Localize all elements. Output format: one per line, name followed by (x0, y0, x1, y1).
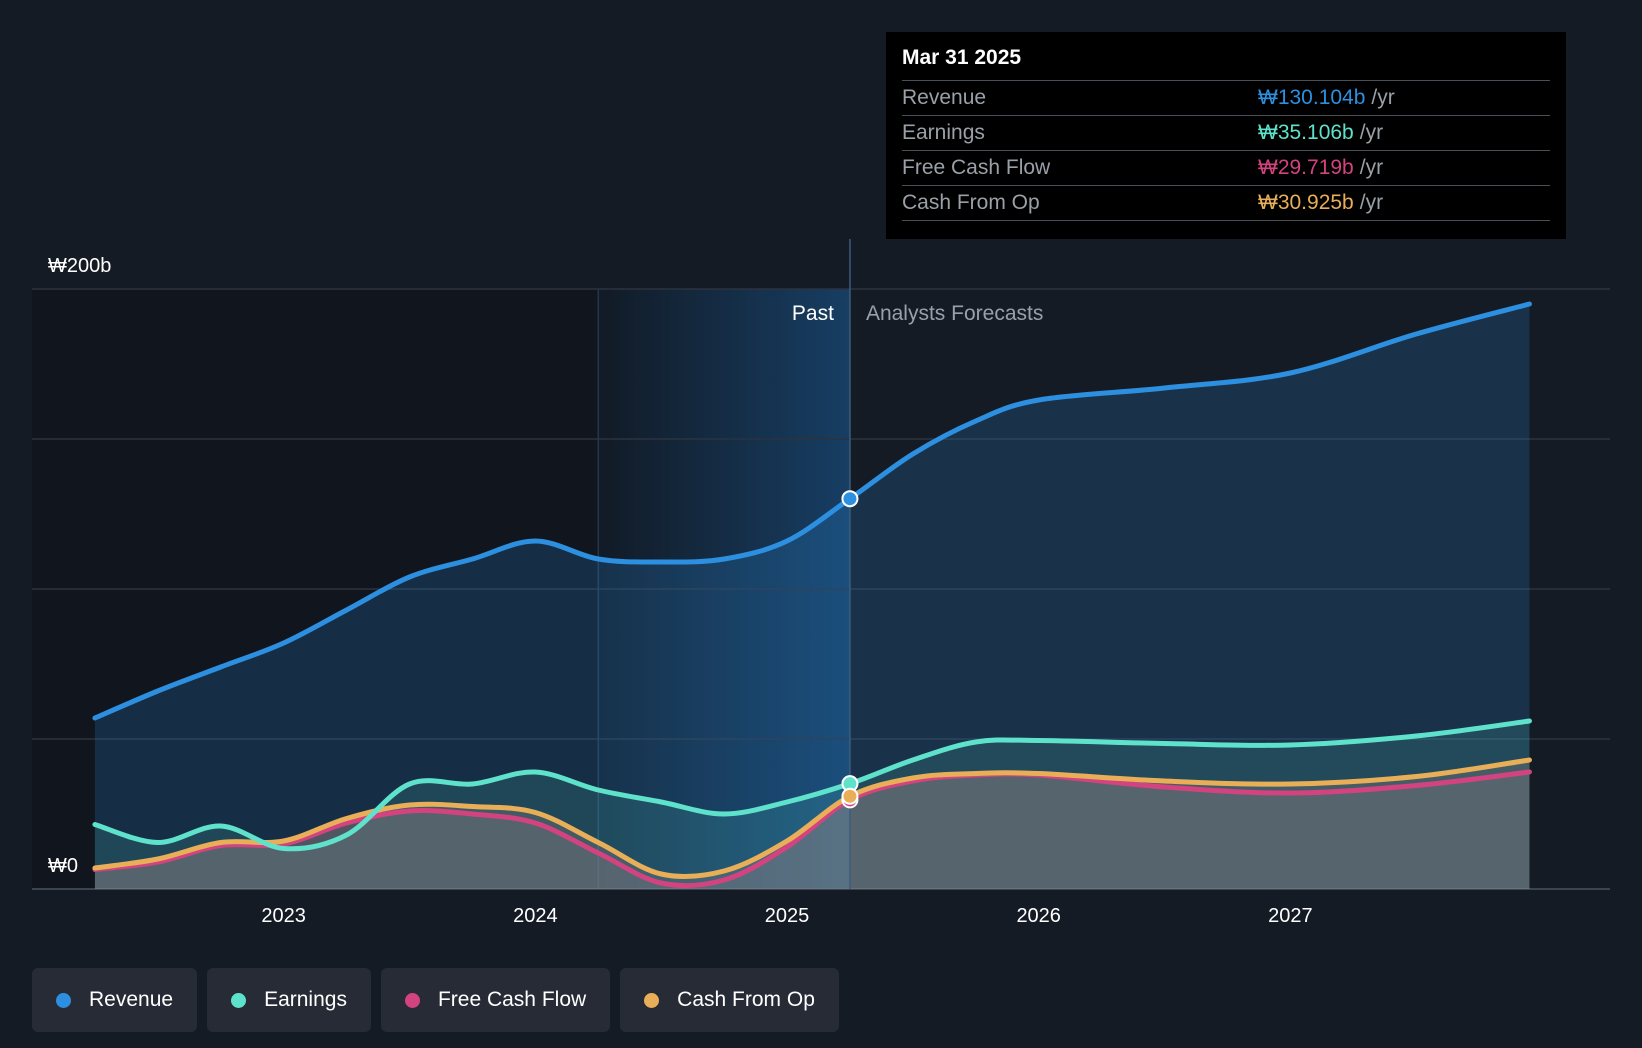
gridlines (32, 288, 1610, 890)
legend: Revenue Earnings Free Cash Flow Cash From O… (32, 968, 839, 1032)
y-axis-bottom-label: ₩0 (48, 855, 78, 877)
x-tick-2024: 2024 (513, 905, 558, 927)
revenue-marker (841, 490, 859, 508)
legend-item-revenue[interactable]: Revenue (32, 968, 198, 1032)
tooltip-row-earnings: Earnings ₩35.106b/yr (902, 115, 1550, 150)
tooltip: Mar 31 2025 Revenue ₩130.104b/yr Earnings ₩… (886, 32, 1566, 239)
legend-item-free-cash-flow[interactable]: Free Cash Flow (380, 968, 611, 1032)
legend-label: Earnings (264, 988, 347, 1011)
revenue-line (92, 301, 1532, 721)
x-tick-2025: 2025 (765, 905, 810, 927)
tooltip-label: Free Cash Flow (902, 156, 1051, 179)
legend-item-earnings[interactable]: Earnings (207, 968, 371, 1032)
free-cash-flow-line (92, 769, 1532, 889)
series-lines (92, 301, 1532, 889)
legend-dot-icon (404, 992, 420, 1008)
tooltip-value: ₩35.106b (1258, 121, 1354, 144)
tooltip-unit: /yr (1371, 86, 1395, 109)
tooltip-unit: /yr (1359, 191, 1384, 214)
legend-item-cash-from-op[interactable]: Cash From Op (620, 968, 839, 1032)
cash-from-op-line (92, 757, 1532, 880)
earnings-line (92, 718, 1532, 852)
tooltip-value: ₩30.925b (1258, 191, 1354, 214)
x-tick-2027: 2027 (1268, 905, 1313, 927)
tooltip-value: ₩29.719b (1258, 156, 1354, 179)
tooltip-label: Earnings (902, 121, 985, 144)
tooltip-row-free-cash-flow: Free Cash Flow ₩29.719b/yr (902, 150, 1550, 185)
hover-markers (841, 490, 859, 809)
cash-from-op-marker (841, 787, 859, 805)
tooltip-label: Cash From Op (902, 191, 1040, 214)
y-axis-top-label: ₩200b (48, 255, 111, 277)
earnings-area (94, 721, 1530, 889)
legend-dot-icon (644, 992, 660, 1008)
past-label: Past (792, 302, 834, 325)
legend-label: Free Cash Flow (437, 988, 587, 1011)
tooltip-date: Mar 31 2025 (902, 46, 1022, 69)
tooltip-unit: /yr (1359, 156, 1384, 179)
x-axis-ticks: 2023 2024 2025 2026 2027 (261, 905, 1312, 927)
legend-label: Revenue (89, 988, 174, 1011)
tooltip-value: ₩130.104b (1258, 86, 1366, 109)
tooltip-unit: /yr (1359, 121, 1384, 144)
forecast-label: Analysts Forecasts (866, 302, 1043, 325)
legend-dot-icon (56, 992, 71, 1008)
tooltip-row-revenue: Revenue ₩130.104b/yr (902, 80, 1550, 115)
x-tick-2023: 2023 (261, 905, 306, 927)
legend-label: Cash From Op (677, 988, 815, 1011)
tooltip-row-cash-from-op: Cash From Op ₩30.925b/yr (902, 185, 1550, 221)
tooltip-label: Revenue (902, 86, 987, 109)
legend-dot-icon (231, 992, 247, 1008)
x-tick-2026: 2026 (1016, 905, 1061, 927)
